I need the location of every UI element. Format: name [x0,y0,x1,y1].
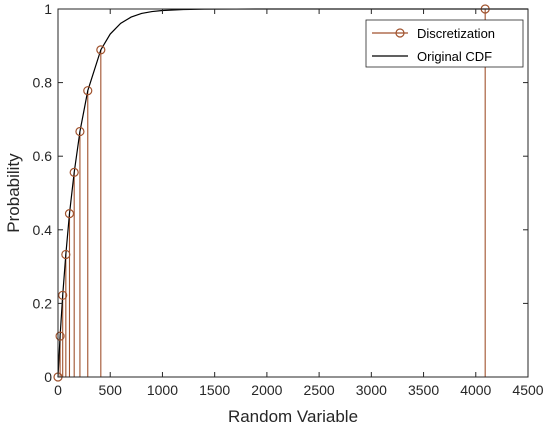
discretization-point [64,209,75,219]
x-tick-label: 2500 [304,382,335,398]
discretization-point [69,167,79,177]
x-tick-label: 500 [99,382,123,398]
x-tick-label: 1000 [147,382,178,398]
plot-frame [57,8,529,378]
discretization-point [55,331,65,341]
discretization-point [83,86,93,96]
axis-ticks: 0 500 1000 1500 2000 2500 3000 3500 4000 4500 0 0.2… [33,1,544,398]
x-axis-title: Random Variable [228,407,358,426]
discretization-point [61,249,71,260]
discretization-point [75,126,85,137]
x-tick-label: 3000 [356,382,387,398]
legend-original-cdf-label: Original CDF [417,49,492,64]
x-tick-label: 2000 [251,382,282,398]
plot-area [58,9,528,377]
y-tick-label: 0.2 [33,295,53,311]
legend-box [365,19,524,68]
y-tick-label: 0.6 [33,148,53,164]
x-tick-label: 3500 [408,382,439,398]
legend-discretization-marker [395,28,405,38]
y-tick-label: 1 [44,1,52,17]
discretization-point [58,290,68,300]
discretization-point [96,45,106,55]
discretization-stems [59,9,486,377]
x-tick-label: 4000 [460,382,491,398]
y-tick-label: 0 [44,369,52,385]
legend-discretization-label: Discretization [417,26,495,41]
x-tick-label: 1500 [199,382,230,398]
x-tick-label: 0 [54,382,62,398]
y-tick-label: 0.8 [33,75,53,91]
y-tick-label: 0.4 [33,222,53,238]
y-axis-title: Probability [4,153,23,233]
x-tick-label: 4500 [512,382,543,398]
legend: Discretization Original CDF [365,19,524,68]
